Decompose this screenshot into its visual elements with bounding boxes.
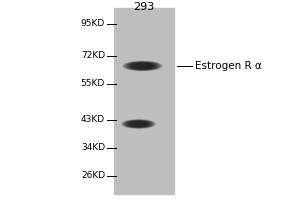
Ellipse shape bbox=[131, 63, 154, 69]
Ellipse shape bbox=[129, 122, 148, 126]
Ellipse shape bbox=[134, 123, 143, 125]
Ellipse shape bbox=[127, 62, 158, 70]
Ellipse shape bbox=[130, 122, 147, 126]
Ellipse shape bbox=[140, 65, 145, 67]
Ellipse shape bbox=[127, 121, 151, 127]
Ellipse shape bbox=[138, 65, 147, 67]
Text: 72KD: 72KD bbox=[81, 51, 105, 60]
Ellipse shape bbox=[128, 63, 157, 69]
Ellipse shape bbox=[124, 62, 161, 70]
Text: 43KD: 43KD bbox=[81, 116, 105, 124]
Ellipse shape bbox=[123, 61, 162, 71]
Bar bbox=[114, 8, 174, 194]
Ellipse shape bbox=[126, 62, 159, 70]
Text: 293: 293 bbox=[134, 2, 154, 12]
Ellipse shape bbox=[123, 120, 154, 128]
Text: Estrogen R α: Estrogen R α bbox=[195, 61, 262, 71]
Text: 34KD: 34KD bbox=[81, 144, 105, 152]
Text: 55KD: 55KD bbox=[81, 79, 105, 88]
Ellipse shape bbox=[136, 123, 141, 125]
Text: 95KD: 95KD bbox=[81, 20, 105, 28]
Ellipse shape bbox=[136, 64, 149, 68]
Ellipse shape bbox=[122, 120, 155, 128]
Text: 26KD: 26KD bbox=[81, 171, 105, 180]
Ellipse shape bbox=[130, 122, 147, 126]
Ellipse shape bbox=[125, 121, 152, 127]
Ellipse shape bbox=[133, 64, 152, 68]
Ellipse shape bbox=[131, 122, 146, 126]
Ellipse shape bbox=[135, 123, 142, 125]
Ellipse shape bbox=[134, 64, 151, 68]
Ellipse shape bbox=[130, 63, 155, 69]
Ellipse shape bbox=[133, 122, 145, 126]
Ellipse shape bbox=[128, 121, 149, 127]
Ellipse shape bbox=[124, 120, 153, 128]
Ellipse shape bbox=[133, 64, 152, 68]
Ellipse shape bbox=[137, 65, 148, 67]
